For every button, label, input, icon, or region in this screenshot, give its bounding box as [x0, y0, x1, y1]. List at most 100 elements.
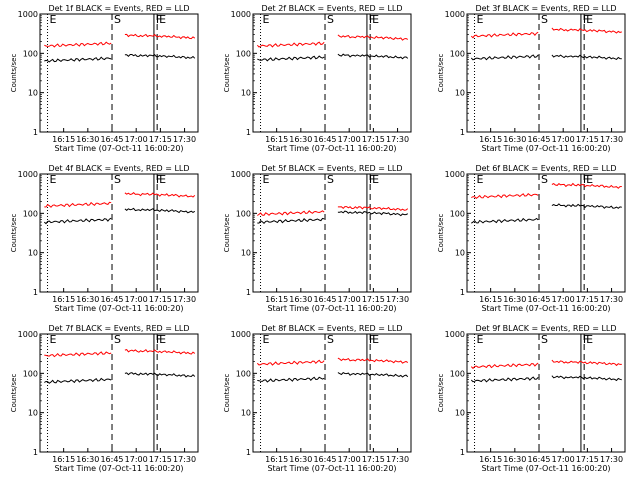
x-tick-label: 17:15 — [576, 295, 599, 304]
x-tick-label: 16:45 — [100, 295, 123, 304]
series-events-after — [551, 54, 622, 60]
plot-frame — [466, 173, 626, 293]
y-tick-label: 1 — [460, 288, 465, 297]
series-lld-before — [44, 41, 112, 48]
x-axis-label: Start Time (07-Oct-11 16:00:20) — [54, 304, 183, 313]
x-tick-label: 17:30 — [173, 295, 196, 304]
series-lld-after — [124, 348, 196, 355]
y-tick-label: 1 — [246, 128, 251, 137]
x-tick-label: 16:30 — [76, 295, 99, 304]
x-tick-label: 17:30 — [173, 455, 196, 464]
x-tick-label: 16:45 — [100, 455, 123, 464]
y-tick-label: 10 — [28, 89, 38, 98]
x-tick-label: 16:15 — [479, 135, 502, 144]
y-axis-label: Counts/sec — [10, 54, 18, 93]
time-marker-label: E — [50, 333, 57, 346]
chart-panel-1: Det 1f BLACK = Events, RED = LLD 1 10 100 10… — [10, 4, 199, 153]
time-marker-label: E — [477, 173, 484, 186]
y-axis-label: Counts/sec — [223, 214, 231, 253]
series-events-before — [471, 217, 539, 224]
chart-panel-8: Det 8f BLACK = Events, RED = LLD 1 10 100 10… — [223, 324, 412, 473]
x-tick-label: 17:00 — [338, 295, 361, 304]
series-events-after — [124, 372, 196, 378]
x-tick-label: 17:30 — [386, 295, 409, 304]
x-tick-label: 17:00 — [125, 295, 148, 304]
time-marker-label: F — [583, 13, 589, 26]
x-tick-label: 16:15 — [52, 135, 75, 144]
series-events-after — [124, 54, 196, 60]
x-tick-label: 17:30 — [173, 135, 196, 144]
chart-title: Det 6f BLACK = Events, RED = LLD — [475, 164, 616, 173]
chart-title: Det 7f BLACK = Events, RED = LLD — [48, 324, 189, 333]
x-axis-label: Start Time (07-Oct-11 16:00:20) — [481, 304, 610, 313]
y-tick-label: 100 — [23, 49, 38, 58]
x-tick-label: 16:30 — [289, 455, 312, 464]
y-axis-label: Counts/sec — [223, 374, 231, 413]
series-lld-after — [337, 34, 409, 41]
time-marker-label: E — [263, 173, 270, 186]
time-marker-label: S — [541, 333, 548, 346]
chart-title: Det 9f BLACK = Events, RED = LLD — [475, 324, 616, 333]
time-marker-label: E — [477, 333, 484, 346]
series-events-before — [470, 54, 539, 61]
y-tick-label: 10 — [241, 249, 251, 258]
x-tick-label: 16:30 — [289, 135, 312, 144]
time-marker-label: S — [114, 333, 121, 346]
y-tick-label: 1000 — [445, 10, 465, 19]
time-marker-label: E — [263, 13, 270, 26]
x-axis-label: Start Time (07-Oct-11 16:00:20) — [481, 464, 610, 473]
series-lld-before — [470, 31, 539, 39]
x-tick-label: 16:45 — [313, 135, 336, 144]
series-events-before — [43, 217, 112, 225]
y-tick-label: 100 — [23, 369, 38, 378]
time-marker-label: S — [114, 173, 121, 186]
x-tick-label: 17:15 — [576, 135, 599, 144]
series-lld-before — [44, 351, 112, 358]
series-lld-before — [470, 362, 539, 370]
time-marker-label: E — [263, 333, 270, 346]
time-marker-label: S — [327, 173, 334, 186]
x-tick-label: 16:15 — [265, 135, 288, 144]
y-tick-label: 1000 — [18, 10, 38, 19]
y-axis-label: Counts/sec — [437, 374, 445, 413]
x-tick-label: 17:00 — [552, 295, 575, 304]
x-tick-label: 16:15 — [479, 295, 502, 304]
y-tick-label: 1000 — [231, 10, 251, 19]
x-tick-label: 17:00 — [125, 455, 148, 464]
y-axis-label: Counts/sec — [437, 54, 445, 93]
series-events-after — [337, 210, 409, 217]
x-tick-label: 17:30 — [600, 295, 623, 304]
series-lld-before — [256, 41, 325, 48]
time-marker-label: S — [114, 13, 121, 26]
x-axis-label: Start Time (07-Oct-11 16:00:20) — [54, 144, 183, 153]
chart-panel-4: Det 4f BLACK = Events, RED = LLD 1 10 100 10… — [10, 164, 199, 313]
x-tick-label: 17:15 — [149, 135, 172, 144]
y-tick-label: 1 — [246, 288, 251, 297]
y-tick-label: 100 — [450, 49, 465, 58]
x-tick-label: 16:30 — [503, 455, 526, 464]
series-events-before — [257, 217, 325, 225]
y-tick-label: 10 — [455, 409, 465, 418]
x-tick-label: 17:15 — [576, 455, 599, 464]
y-tick-label: 100 — [23, 209, 38, 218]
y-tick-label: 1000 — [231, 330, 251, 339]
time-marker-label: S — [541, 173, 548, 186]
chart-title: Det 1f BLACK = Events, RED = LLD — [48, 4, 189, 13]
series-lld-after — [337, 206, 409, 211]
plot-frame — [39, 173, 199, 293]
y-tick-label: 1 — [460, 128, 465, 137]
series-events-after — [124, 207, 196, 214]
y-tick-label: 100 — [236, 209, 251, 218]
y-tick-label: 1 — [33, 288, 38, 297]
time-marker-label: F — [369, 333, 375, 346]
x-tick-label: 17:15 — [149, 455, 172, 464]
series-events-after — [337, 371, 409, 378]
x-tick-label: 16:45 — [527, 135, 550, 144]
y-tick-label: 100 — [450, 209, 465, 218]
y-tick-label: 100 — [236, 369, 251, 378]
time-marker-label: E — [586, 333, 593, 346]
time-marker-label: S — [327, 13, 334, 26]
plot-frame — [252, 173, 412, 293]
series-events-after — [551, 203, 622, 209]
